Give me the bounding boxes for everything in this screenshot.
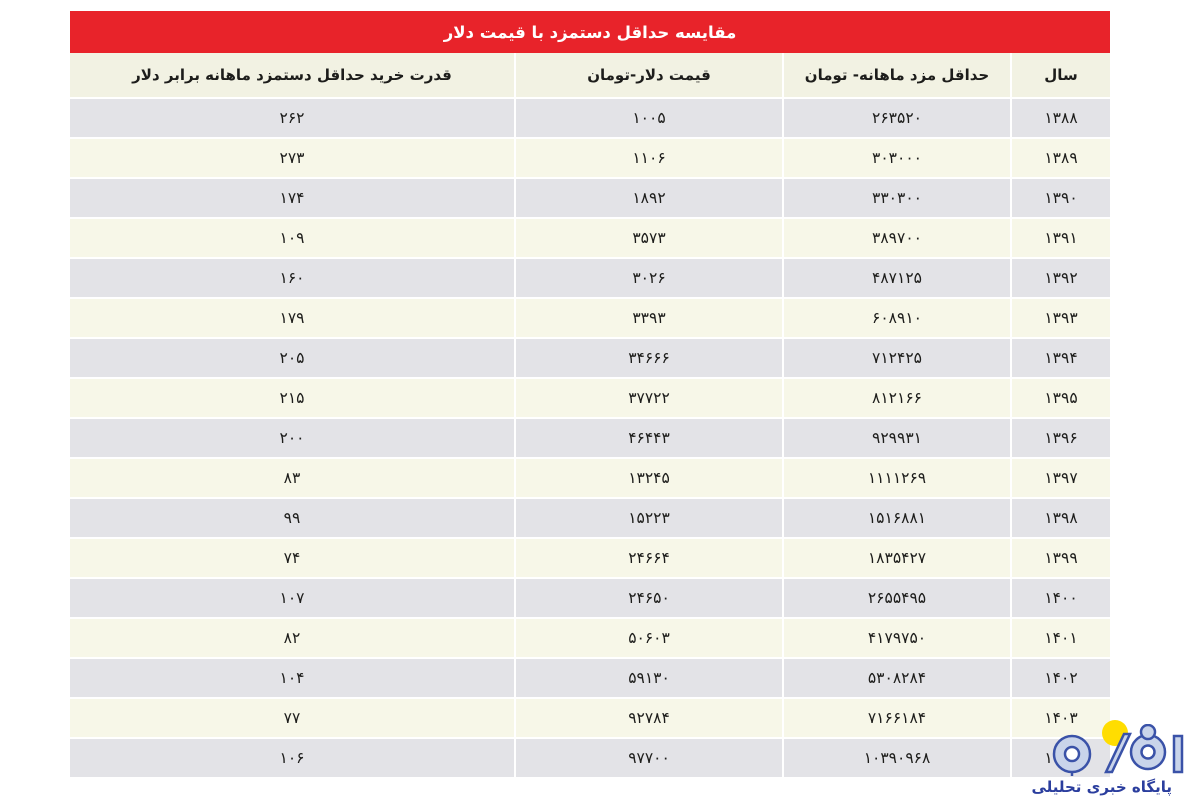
cell-usd: ۲۴۶۶۴ [514,539,782,577]
cell-year: ۱۳۸۹ [1010,139,1110,177]
cell-power: ۱۰۷ [70,579,514,617]
cell-usd: ۱۵۲۲۳ [514,499,782,537]
cell-wage: ۱۵۱۶۸۸۱ [782,499,1010,537]
cell-year: ۱۳۹۴ [1010,339,1110,377]
cell-year: ۱۴۰۳ [1010,699,1110,737]
comparison-table: مقایسه حداقل دستمزد با قیمت دلار سال حداق… [70,11,1110,789]
cell-year: ۱۳۹۱ [1010,219,1110,257]
cell-usd: ۴۶۴۴۳ [514,419,782,457]
table-row: ۱۳۹۷ ۱۱۱۱۲۶۹ ۱۳۲۴۵ ۸۳ [70,459,1110,497]
cell-power: ۸۳ [70,459,514,497]
cell-year: ۱۳۹۳ [1010,299,1110,337]
table-row: ۱۴۰۱ ۴۱۷۹۷۵۰ ۵۰۶۰۳ ۸۲ [70,619,1110,657]
cell-year: ۱۴۰۴ [1010,739,1110,777]
cell-year: ۱۴۰۰ [1010,579,1110,617]
table-row: ۱۳۹۴ ۷۱۲۴۲۵ ۳۴۶۶۶ ۲۰۵ [70,339,1110,377]
cell-usd: ۳۴۶۶۶ [514,339,782,377]
cell-power: ۲۷۳ [70,139,514,177]
cell-usd: ۱۱۰۶ [514,139,782,177]
column-header-wage: حداقل مزد ماهانه- تومان [782,53,1010,97]
table-row: ۱۳۹۹ ۱۸۳۵۴۲۷ ۲۴۶۶۴ ۷۴ [70,539,1110,577]
cell-power: ۷۴ [70,539,514,577]
cell-year: ۱۳۹۹ [1010,539,1110,577]
cell-power: ۸۲ [70,619,514,657]
cell-wage: ۲۶۵۵۴۹۵ [782,579,1010,617]
table-row: ۱۳۹۲ ۴۸۷۱۲۵ ۳۰۲۶ ۱۶۰ [70,259,1110,297]
cell-power: ۹۹ [70,499,514,537]
table-row: ۱۳۹۶ ۹۲۹۹۳۱ ۴۶۴۴۳ ۲۰۰ [70,419,1110,457]
cell-wage: ۷۱۶۶۱۸۴ [782,699,1010,737]
cell-power: ۷۷ [70,699,514,737]
table-row: ۱۴۰۳ ۷۱۶۶۱۸۴ ۹۲۷۸۴ ۷۷ [70,699,1110,737]
cell-year: ۱۳۹۶ [1010,419,1110,457]
cell-wage: ۱۰۳۹۰۹۶۸ [782,739,1010,777]
cell-year: ۱۴۰۲ [1010,659,1110,697]
cell-year: ۱۳۹۲ [1010,259,1110,297]
cell-usd: ۹۲۷۸۴ [514,699,782,737]
table-row: ۱۳۸۹ ۳۰۳۰۰۰ ۱۱۰۶ ۲۷۳ [70,139,1110,177]
cell-usd: ۲۴۶۵۰ [514,579,782,617]
table-row: ۱۴۰۲ ۵۳۰۸۲۸۴ ۵۹۱۳۰ ۱۰۴ [70,659,1110,697]
cell-usd: ۵۰۶۰۳ [514,619,782,657]
cell-usd: ۳۵۷۳ [514,219,782,257]
cell-power: ۱۰۹ [70,219,514,257]
cell-power: ۱۷۴ [70,179,514,217]
cell-wage: ۹۲۹۹۳۱ [782,419,1010,457]
cell-year: ۱۳۹۷ [1010,459,1110,497]
table-row: ۱۳۹۵ ۸۱۲۱۶۶ ۳۷۷۲۲ ۲۱۵ [70,379,1110,417]
cell-wage: ۳۰۳۰۰۰ [782,139,1010,177]
cell-power: ۲۶۲ [70,99,514,137]
cell-usd: ۱۳۲۴۵ [514,459,782,497]
page-title: مقایسه حداقل دستمزد با قیمت دلار [443,22,737,42]
cell-usd: ۳۷۷۲۲ [514,379,782,417]
cell-usd: ۱۸۹۲ [514,179,782,217]
column-header-power: قدرت خرید حداقل دستمزد ماهانه برابر دلار [70,53,514,97]
table-row: ۱۳۸۸ ۲۶۳۵۲۰ ۱۰۰۵ ۲۶۲ [70,99,1110,137]
cell-wage: ۲۶۳۵۲۰ [782,99,1010,137]
cell-usd: ۳۰۲۶ [514,259,782,297]
table-row: ۱۳۹۰ ۳۳۰۳۰۰ ۱۸۹۲ ۱۷۴ [70,179,1110,217]
cell-usd: ۹۷۷۰۰ [514,739,782,777]
table-row: ۱۳۹۳ ۶۰۸۹۱۰ ۳۳۹۳ ۱۷۹ [70,299,1110,337]
table-title-bar: مقایسه حداقل دستمزد با قیمت دلار [70,11,1110,53]
cell-year: ۱۳۹۸ [1010,499,1110,537]
cell-wage: ۳۸۹۷۰۰ [782,219,1010,257]
cell-power: ۲۰۰ [70,419,514,457]
cell-wage: ۶۰۸۹۱۰ [782,299,1010,337]
cell-power: ۱۰۴ [70,659,514,697]
cell-usd: ۱۰۰۵ [514,99,782,137]
cell-usd: ۳۳۹۳ [514,299,782,337]
cell-wage: ۸۱۲۱۶۶ [782,379,1010,417]
cell-usd: ۵۹۱۳۰ [514,659,782,697]
cell-wage: ۳۳۰۳۰۰ [782,179,1010,217]
cell-wage: ۱۸۳۵۴۲۷ [782,539,1010,577]
cell-wage: ۷۱۲۴۲۵ [782,339,1010,377]
cell-power: ۲۰۵ [70,339,514,377]
cell-wage: ۴۱۷۹۷۵۰ [782,619,1010,657]
cell-power: ۱۶۰ [70,259,514,297]
table-row: ۱۳۹۱ ۳۸۹۷۰۰ ۳۵۷۳ ۱۰۹ [70,219,1110,257]
cell-power: ۱۰۶ [70,739,514,777]
table-row: ۱۴۰۰ ۲۶۵۵۴۹۵ ۲۴۶۵۰ ۱۰۷ [70,579,1110,617]
column-header-year: سال [1010,53,1110,97]
cell-wage: ۵۳۰۸۲۸۴ [782,659,1010,697]
cell-year: ۱۳۸۸ [1010,99,1110,137]
cell-year: ۱۴۰۱ [1010,619,1110,657]
table-body: ۱۳۸۸ ۲۶۳۵۲۰ ۱۰۰۵ ۲۶۲ ۱۳۸۹ ۳۰۳۰۰۰ ۱۱۰۶ ۲۷۳ ۱۳۹۰ ۳۳… [70,99,1110,777]
table-row: ۱۳۹۸ ۱۵۱۶۸۸۱ ۱۵۲۲۳ ۹۹ [70,499,1110,537]
table-header-row: سال حداقل مزد ماهانه- تومان قیمت دلار-توما… [70,53,1110,97]
cell-power: ۱۷۹ [70,299,514,337]
table-row: ۱۴۰۴ ۱۰۳۹۰۹۶۸ ۹۷۷۰۰ ۱۰۶ [70,739,1110,777]
cell-wage: ۴۸۷۱۲۵ [782,259,1010,297]
cell-power: ۲۱۵ [70,379,514,417]
cell-year: ۱۳۹۰ [1010,179,1110,217]
cell-wage: ۱۱۱۱۲۶۹ [782,459,1010,497]
cell-year: ۱۳۹۵ [1010,379,1110,417]
column-header-usd: قیمت دلار-تومان [514,53,782,97]
